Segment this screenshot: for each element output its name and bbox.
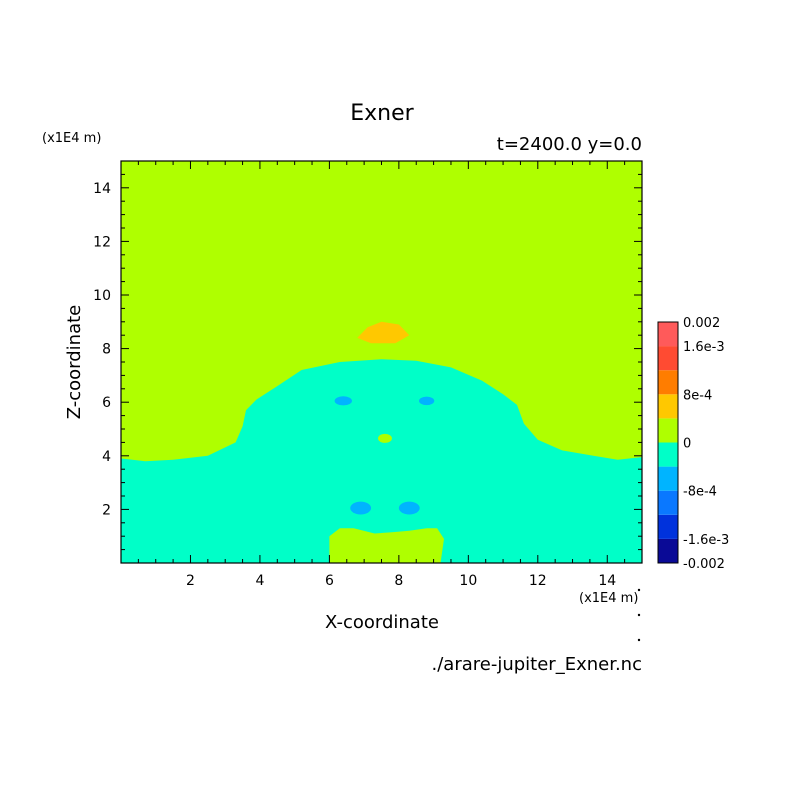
y-tick-label: 6 [102,395,111,411]
top-positive-lens [357,321,410,344]
chart-subtitle: t=2400.0 y=0.0 [497,134,642,155]
colorbar-swatch [658,514,678,539]
x-axis-label: X-coordinate [325,612,439,633]
bottom-center-positive-region [329,528,444,563]
x-tick-label: 2 [186,573,195,589]
center-positive-blob [378,433,392,443]
right-upper-negative-blob [419,396,435,406]
x-tick-label: 6 [325,573,334,589]
x-tick-label: 14 [598,573,616,589]
y-tick-label: 12 [93,234,111,250]
colorbar-swatch [658,418,678,443]
x-unit-label: (x1E4 m) [579,591,638,606]
colorbar: 0.002 1.6e-3 8e-4 0 -8e-4 -1.6e-3 -0.002 [657,316,729,572]
colorbar-label: -0.002 [683,557,725,572]
colorbar-swatch [658,370,678,395]
marker-dot [637,638,641,642]
marker-dot [637,588,641,592]
left-lower-negative-blob [350,501,372,515]
axes: 2 4 6 8 10 12 14 2 4 6 8 10 12 14 [93,160,643,589]
lower-negative-region [121,359,642,563]
x-tick-label: 4 [255,573,264,589]
y-tick-label: 14 [93,181,111,197]
right-lower-negative-blob [398,501,420,515]
y-tick-label: 10 [93,288,111,304]
chart-title: Exner [350,101,414,126]
colorbar-swatch [658,490,678,515]
colorbar-frame [657,321,679,564]
plot-area [121,161,642,563]
colorbar-swatch [658,466,678,491]
y-tick-label: 4 [102,449,111,465]
x-tick-label: 8 [394,573,403,589]
source-file-label: ./arare-jupiter_Exner.nc [432,654,642,675]
marker-dot [637,613,641,617]
left-upper-negative-blob [334,396,352,406]
colorbar-label: -1.6e-3 [683,533,729,548]
x-tick-label: 10 [459,573,477,589]
x-tick-label: 12 [529,573,547,589]
colorbar-label: -8e-4 [683,485,717,500]
colorbar-swatch [658,442,678,467]
colorbar-swatch [658,538,678,563]
colorbar-swatch [658,394,678,419]
colorbar-label: 1.6e-3 [683,340,725,355]
y-unit-label: (x1E4 m) [42,131,101,146]
colorbar-label: 8e-4 [683,388,712,403]
colorbar-label: 0.002 [683,316,720,331]
y-tick-label: 8 [102,342,111,358]
y-axis-label: Z-coordinate [64,305,85,420]
colorbar-swatch [658,322,678,347]
colorbar-label: 0 [683,437,691,452]
colorbar-swatch [658,346,678,371]
y-tick-label: 2 [102,502,111,518]
